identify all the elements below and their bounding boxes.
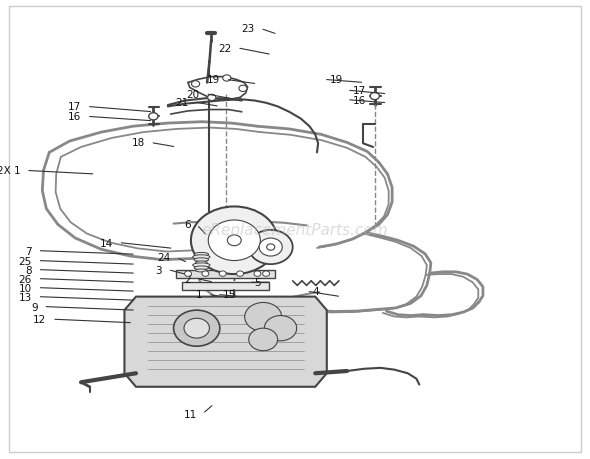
Circle shape — [254, 271, 261, 277]
Circle shape — [173, 310, 220, 347]
Text: 12: 12 — [33, 314, 47, 325]
Text: 2X 1: 2X 1 — [0, 166, 20, 176]
Text: 20: 20 — [186, 90, 199, 100]
Text: 16: 16 — [353, 95, 366, 106]
Ellipse shape — [195, 261, 207, 264]
Circle shape — [249, 329, 278, 351]
Ellipse shape — [193, 263, 210, 268]
Text: 16: 16 — [68, 112, 81, 122]
Circle shape — [149, 113, 158, 121]
Text: 6: 6 — [184, 220, 191, 230]
Ellipse shape — [194, 266, 208, 270]
Text: 3: 3 — [155, 265, 162, 275]
Text: 13: 13 — [19, 292, 32, 302]
Text: eReplacementParts.com: eReplacementParts.com — [202, 222, 388, 237]
Ellipse shape — [193, 255, 210, 259]
Text: 9: 9 — [31, 302, 38, 312]
Circle shape — [208, 220, 260, 261]
Text: 17: 17 — [68, 102, 81, 112]
Text: 19: 19 — [330, 75, 343, 85]
Circle shape — [259, 239, 282, 257]
Text: 1: 1 — [196, 290, 202, 300]
Text: 21: 21 — [175, 98, 188, 108]
Circle shape — [219, 271, 226, 277]
Circle shape — [263, 271, 270, 277]
Text: 8: 8 — [25, 265, 32, 275]
Text: 24: 24 — [158, 253, 171, 263]
Text: 5: 5 — [254, 278, 261, 288]
Circle shape — [191, 207, 278, 274]
Polygon shape — [176, 270, 275, 278]
Text: 14: 14 — [100, 238, 113, 248]
Ellipse shape — [195, 269, 207, 272]
Text: 15: 15 — [223, 290, 236, 300]
Text: 7: 7 — [25, 246, 32, 256]
Text: 22: 22 — [218, 44, 231, 54]
Circle shape — [245, 303, 281, 331]
Text: 23: 23 — [241, 24, 254, 34]
Circle shape — [249, 230, 293, 264]
Circle shape — [192, 82, 199, 88]
Circle shape — [208, 95, 216, 101]
Circle shape — [370, 93, 379, 101]
Circle shape — [239, 86, 247, 92]
Circle shape — [184, 319, 209, 338]
Text: 26: 26 — [19, 274, 32, 284]
Polygon shape — [124, 297, 327, 387]
Circle shape — [185, 271, 192, 277]
Circle shape — [264, 316, 297, 341]
Ellipse shape — [194, 258, 208, 262]
Text: 11: 11 — [183, 409, 196, 419]
Text: 10: 10 — [19, 283, 32, 293]
Ellipse shape — [194, 253, 208, 257]
Text: 25: 25 — [19, 256, 32, 266]
Circle shape — [202, 271, 209, 277]
Polygon shape — [182, 283, 269, 290]
Circle shape — [223, 76, 231, 82]
Text: 17: 17 — [353, 86, 366, 96]
Text: 4: 4 — [312, 286, 319, 297]
Text: 19: 19 — [206, 75, 220, 85]
Text: 18: 18 — [132, 138, 145, 148]
Text: 2: 2 — [184, 274, 191, 284]
Circle shape — [267, 244, 275, 251]
Circle shape — [237, 271, 244, 277]
Circle shape — [227, 235, 241, 246]
